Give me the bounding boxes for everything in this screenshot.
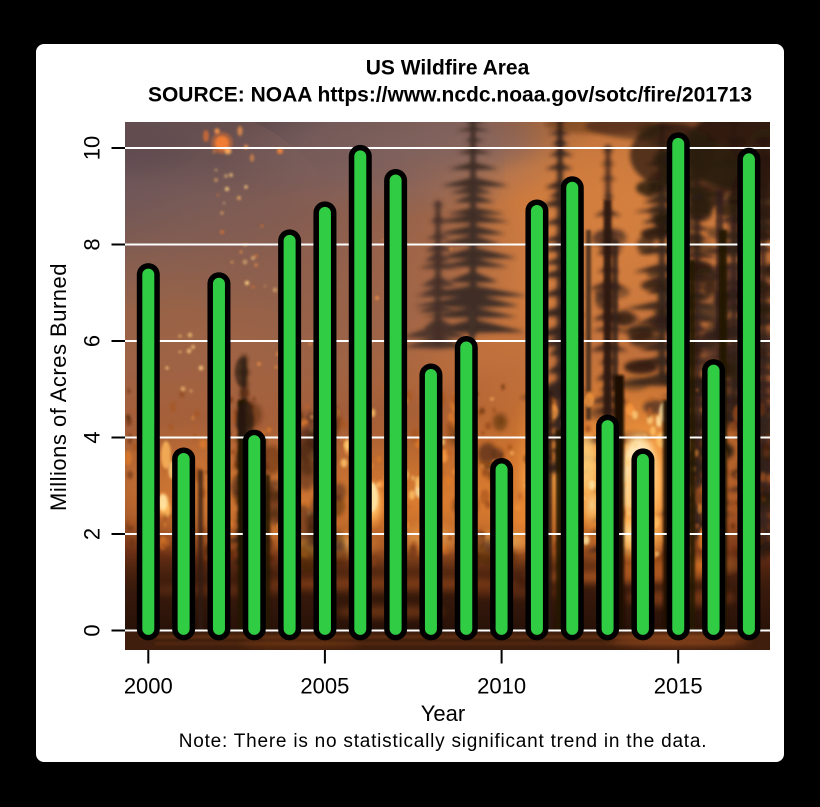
svg-text:2005: 2005 (300, 673, 349, 698)
svg-text:SOURCE: NOAA https://www.ncdc.: SOURCE: NOAA https://www.ncdc.noaa.gov/s… (148, 84, 752, 107)
svg-text:Note: There is no statisticall: Note: There is no statistically signific… (179, 731, 708, 752)
svg-text:2010: 2010 (477, 673, 526, 698)
svg-text:2: 2 (80, 528, 105, 540)
svg-text:2015: 2015 (654, 673, 703, 698)
svg-text:2000: 2000 (124, 673, 173, 698)
svg-text:6: 6 (80, 335, 105, 347)
svg-text:8: 8 (80, 238, 105, 250)
svg-text:10: 10 (80, 136, 105, 160)
svg-text:0: 0 (80, 624, 105, 636)
svg-text:Year: Year (421, 701, 465, 726)
svg-text:US Wildfire Area: US Wildfire Area (366, 57, 530, 80)
svg-text:Millions of Acres Burned: Millions of Acres Burned (46, 263, 71, 511)
svg-text:4: 4 (80, 431, 105, 443)
